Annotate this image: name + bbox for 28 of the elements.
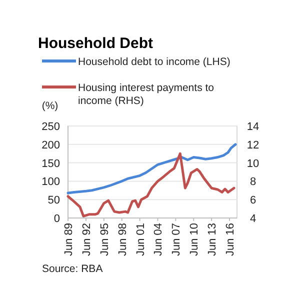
legend-label: Household debt to income (LHS): [78, 56, 230, 68]
source-note: Source: RBA: [42, 263, 103, 275]
y2-tick-label: 6: [250, 194, 256, 207]
x-tick-label: Jun 07: [170, 223, 183, 256]
x-tick-label: Jun 98: [116, 223, 129, 256]
line-series: [66, 143, 237, 194]
x-tick-label: Jun 95: [98, 223, 111, 256]
x-tick-label: Jun 16: [224, 223, 237, 256]
y-tick-label: 250: [42, 121, 60, 133]
y2-tick-label: 12: [246, 139, 260, 152]
y-tick-label: 0: [54, 213, 60, 225]
y-axis-title: (%): [42, 100, 58, 112]
chart-title: Household Debt: [38, 35, 153, 52]
legend-label: Housing interest payments to income (RHS): [78, 82, 214, 107]
x-tick-label: Jun 89: [63, 223, 75, 256]
x-tick-label: Jun 01: [134, 223, 147, 256]
y-tick-label: 100: [42, 176, 60, 188]
y2-tick-label: 14: [246, 121, 260, 133]
x-tick-label: Jun 04: [152, 223, 165, 256]
y-tick-label: 200: [42, 139, 60, 152]
y2-tick-label: 4: [250, 213, 256, 225]
y2-tick-label: 10: [246, 158, 260, 170]
x-tick-label: Jun 13: [206, 223, 219, 256]
y2-tick-label: 8: [250, 176, 256, 188]
y-tick-label: 50: [48, 194, 60, 207]
x-tick-label: Jun 92: [80, 223, 93, 256]
x-tick-label: Jun 10: [188, 223, 201, 256]
y-tick-label: 150: [42, 158, 60, 170]
